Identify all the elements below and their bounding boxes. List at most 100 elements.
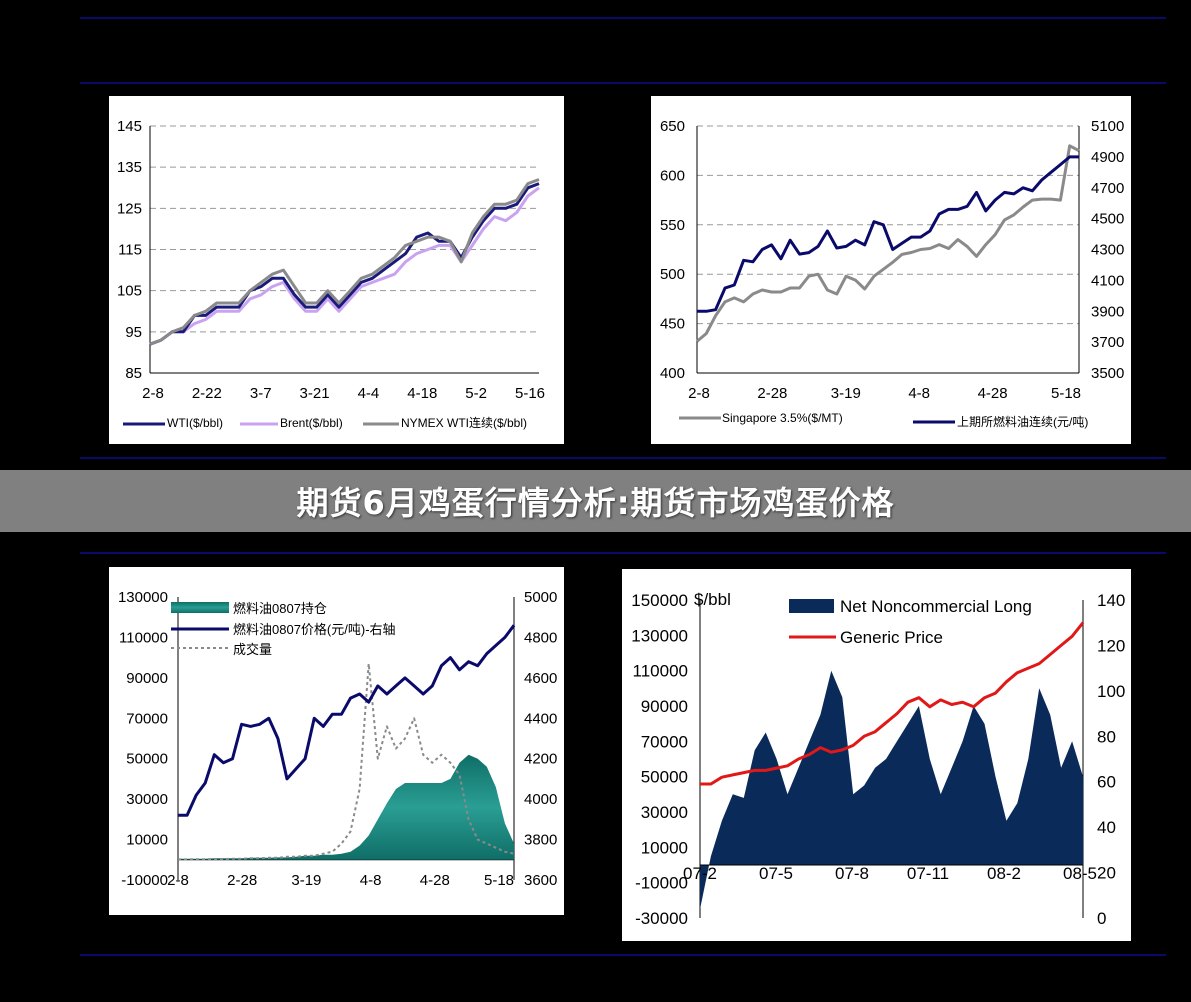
y-left-tick-label: -10000 [121,872,168,889]
y-left-tick-label: 650 [660,118,685,135]
y-left-tick-label: 150000 [631,591,688,610]
x-tick-label: 3-7 [250,385,272,402]
x-tick-label: 5-18 [1051,385,1081,402]
chart-panel-cftc: -30000 -10000 10000 30000 50000 70000 90000 110… [622,569,1131,941]
x-tick-label: 5-18 [484,872,514,889]
y-left-tick-label: 90000 [641,697,688,716]
series-line-0 [149,182,540,346]
x-tick-label: 5-2 [465,385,487,402]
y-left-tick-label: 90000 [126,670,168,687]
y-right-tick-label: 4400 [524,710,557,727]
chart-fuel-oil: 400 450 500 550 600 650 3500 3700 3900 4100 4300 45… [660,118,1124,429]
series-line-1 [149,186,540,346]
y-right-tick-label: 100 [1097,682,1125,701]
y-left-tick-label: 500 [660,266,685,283]
rule-top-1 [80,17,1166,19]
x-tick-label: 2-8 [167,872,189,889]
legend-swatch [171,602,229,613]
y-left-tick-label: 600 [660,167,685,184]
legend-label: Brent($/bbl) [280,416,343,430]
y-right-tick-label: 4800 [524,629,557,646]
y-right-tick-label: 3700 [1091,334,1124,351]
x-tick-label: 4-8 [908,385,930,402]
y-right-tick-label: 5000 [524,589,557,606]
chart-panel-fuel-oil: 400 450 500 550 600 650 3500 3700 3900 4100 4300 45… [651,96,1131,444]
legend-label: Singapore 3.5%($/MT) [722,411,843,425]
x-tick-label: 2-22 [192,385,222,402]
x-tick-label: 4-4 [358,385,380,402]
y-left-tick-label: 110000 [633,662,688,681]
chart-crude-oil: 85 95 105 115 125 135 145 2-8 2-22 3-7 3-21 4-4 4-18… [117,118,545,430]
y-tick-label: 125 [117,200,142,217]
y-right-tick-label: 60 [1097,773,1116,792]
legend-label: 燃料油0807价格(元/吨)-右轴 [233,622,396,637]
series-area-0 [178,754,514,860]
x-tick-label: 4-8 [360,872,382,889]
y-left-tick-label: 30000 [641,803,688,822]
y-tick-label: 85 [125,365,142,382]
y-axis-label: $/bbl [694,590,731,609]
series-line-0 [696,144,1080,343]
x-tick-label: 07-8 [835,864,869,883]
y-right-tick-label: 4700 [1091,180,1124,197]
y-left-tick-label: 110000 [119,629,168,646]
y-left-tick-label: 10000 [126,832,168,849]
rule-mid-1 [80,457,1166,459]
y-tick-label: 135 [117,159,142,176]
y-right-tick-label: 20 [1097,864,1116,883]
legend-label: WTI($/bbl) [167,416,223,430]
y-left-tick-label: 400 [660,365,685,382]
chart-fuel-volume: -10000 10000 30000 50000 70000 90000 110000 130… [118,589,557,889]
title-banner: 期货6月鸡蛋行情分析:期货市场鸡蛋价格 [0,470,1191,532]
y-right-tick-label: 4000 [524,791,557,808]
y-right-tick-label: 3800 [524,832,557,849]
y-tick-label: 145 [117,118,142,135]
x-tick-label: 4-28 [420,872,450,889]
y-right-tick-label: 4900 [1091,149,1124,166]
y-right-tick-label: 4200 [524,751,557,768]
y-left-tick-label: -10000 [635,874,688,893]
y-left-tick-label: 70000 [641,732,688,751]
y-left-tick-label: -30000 [635,909,688,928]
y-right-tick-label: 120 [1097,636,1125,655]
y-right-tick-label: 0 [1097,909,1106,928]
x-tick-label: 2-28 [227,872,257,889]
x-tick-label: 07-2 [683,864,717,883]
y-left-tick-label: 130000 [118,589,168,606]
y-left-tick-label: 10000 [641,838,688,857]
rule-top-2 [80,82,1166,84]
x-tick-label: 08-2 [987,864,1021,883]
x-tick-label: 2-8 [142,385,164,402]
x-tick-label: 2-8 [688,385,710,402]
y-right-tick-label: 5100 [1091,118,1124,135]
y-left-tick-label: 70000 [126,710,168,727]
chart-cftc: -30000 -10000 10000 30000 50000 70000 90000 110… [631,590,1125,928]
series-line-2 [149,178,540,346]
x-tick-label: 3-21 [300,385,330,402]
x-tick-label: 4-28 [978,385,1008,402]
y-right-tick-label: 4600 [524,670,557,687]
x-tick-label: 3-19 [831,385,861,402]
y-left-tick-label: 50000 [641,768,688,787]
legend-label: 上期所燃料油连续(元/吨) [957,414,1088,429]
y-right-tick-label: 140 [1097,591,1125,610]
y-left-tick-label: 50000 [126,751,168,768]
y-left-tick-label: 30000 [126,791,168,808]
legend-label: 成交量 [233,642,272,657]
legend-label: NYMEX WTI连续($/bbl) [401,415,527,430]
y-tick-label: 115 [118,242,142,259]
y-right-tick-label: 80 [1097,727,1116,746]
y-left-tick-label: 450 [660,316,685,333]
x-tick-label: 07-11 [907,864,949,883]
series-line-1 [178,624,516,817]
series-line-1 [700,621,1085,786]
rule-mid-2 [80,552,1166,554]
rule-bottom [80,954,1166,956]
series-line-1 [697,155,1079,313]
y-tick-label: 105 [117,283,142,300]
x-tick-label: 4-18 [407,385,437,402]
legend-label: Net Noncommercial Long [840,597,1032,616]
y-tick-label: 95 [125,324,142,341]
y-right-tick-label: 4300 [1091,242,1124,259]
legend-swatch [789,599,834,613]
